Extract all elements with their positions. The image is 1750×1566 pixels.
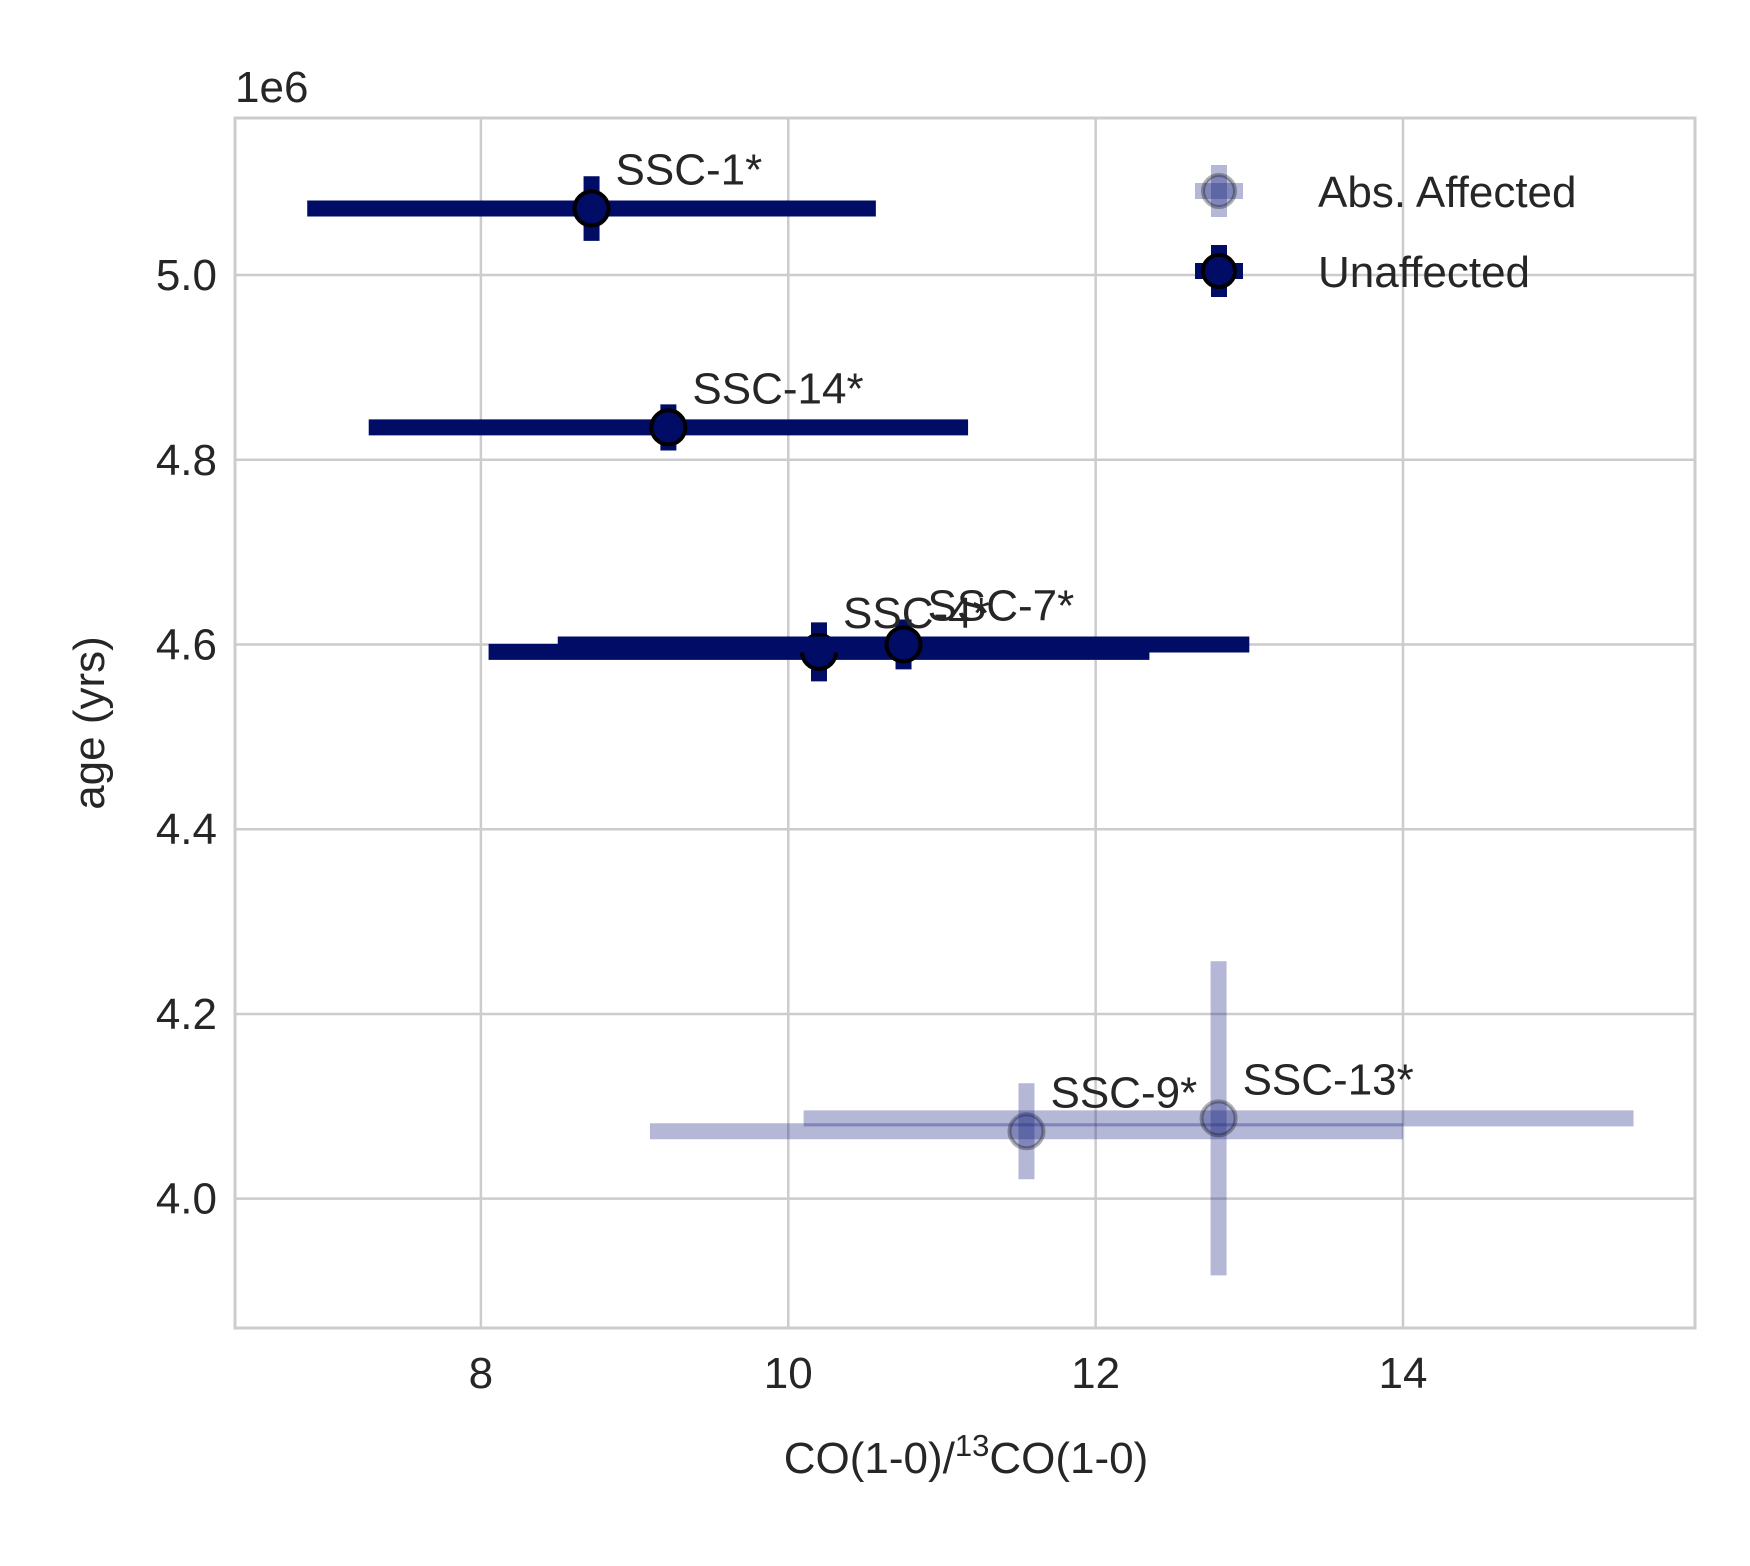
point-label: SSC-13* [1243,1055,1414,1104]
legend-marker [1201,173,1237,209]
x-axis-label-suffix: CO(1-0) [989,1434,1148,1483]
data-layer: SSC-9* SSC-13* SSC-1* SSC-14* SSC-4*SSC-7* [307,146,1634,1276]
x-axis-label-superscript: 13 [955,1428,989,1463]
y-tick-label: 4.8 [156,436,217,485]
x-axis-label: CO(1-0)/13CO(1-0) [784,1428,1149,1483]
point-label: SSC-7* [928,581,1075,630]
x-tick-label: 12 [1071,1349,1120,1398]
y-tick-label: 4.4 [156,805,217,854]
data-point [649,408,688,447]
data-point [1007,1112,1046,1151]
data-point [572,189,611,228]
y-axis-label: age (yrs) [65,636,114,810]
series-abs-affected [649,961,1634,1276]
legend-marker [1201,253,1237,289]
x-tick-label: 14 [1379,1349,1428,1398]
x-axis-label-prefix: CO(1-0)/ [784,1434,956,1483]
y-tick-labels: 4.0 4.2 4.4 4.6 4.8 5.0 [156,251,217,1224]
legend: Abs. Affected Unaffected [1195,165,1576,297]
point-label: SSC-14* [692,364,863,413]
y-tick-label: 5.0 [156,251,217,300]
x-tick-labels: 8 10 12 14 [469,1349,1428,1398]
legend-label: Abs. Affected [1318,168,1576,217]
y-tick-label: 4.2 [156,990,217,1039]
legend-item: Abs. Affected [1195,165,1576,217]
point-label: SSC-1* [616,146,763,195]
point-label: SSC-4* [843,589,990,638]
y-offset-text: 1e6 [235,63,308,112]
x-tick-label: 10 [764,1349,813,1398]
series-unaffected [307,176,1250,682]
y-tick-label: 4.6 [156,620,217,669]
y-tick-label: 4.0 [156,1175,217,1224]
x-tick-label: 8 [469,1349,493,1398]
plot-frame [233,116,1697,1330]
legend-label: Unaffected [1318,248,1530,297]
point-label: SSC-9* [1050,1068,1197,1117]
legend-item: Unaffected [1195,245,1530,297]
data-point [884,625,923,664]
grid [235,118,1695,1328]
data-point [1199,1099,1238,1138]
